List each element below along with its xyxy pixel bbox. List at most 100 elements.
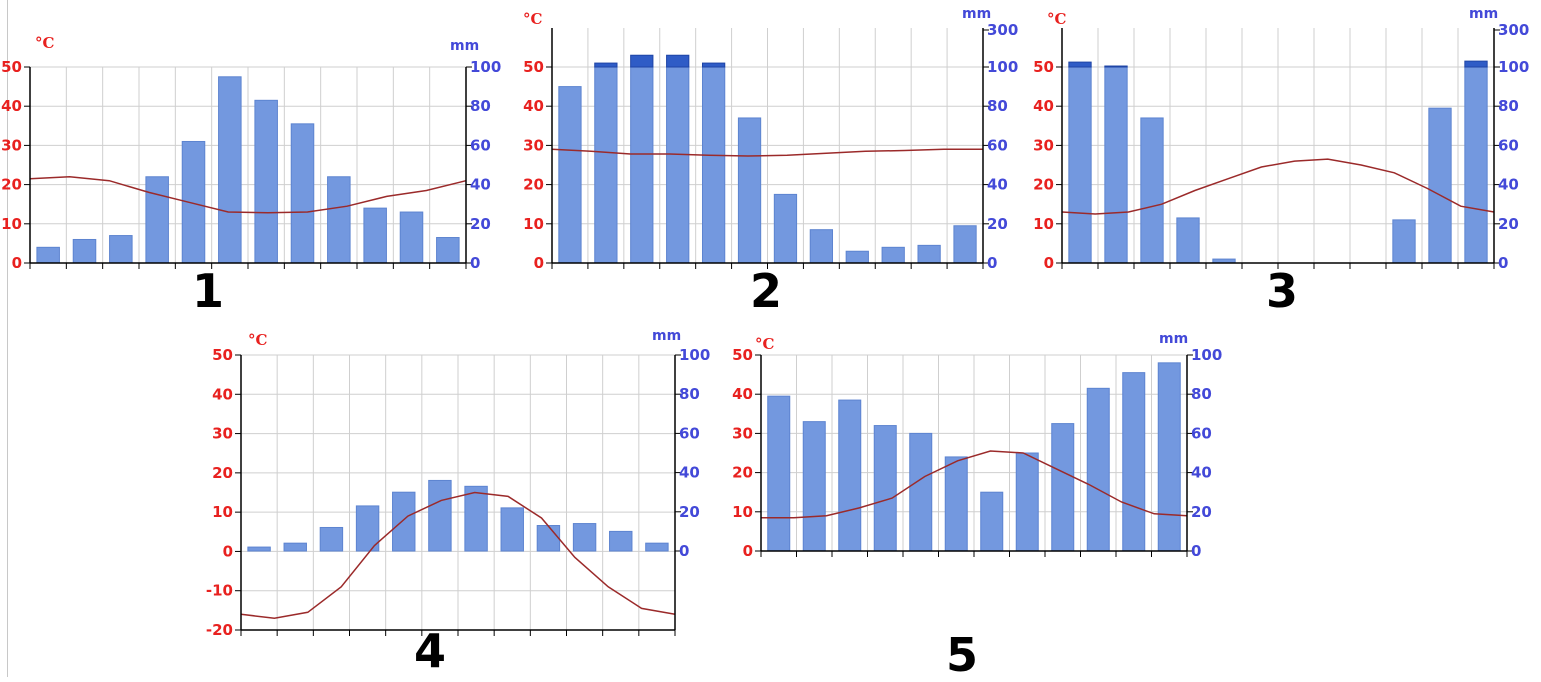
precip-bar-excess [1068, 61, 1092, 68]
precip-tick-label: 100 [679, 346, 710, 364]
temp-tick-label: 20 [732, 464, 753, 482]
precip-bar-excess [701, 62, 726, 68]
temp-tick-label: -10 [206, 582, 233, 600]
temperature-line [761, 450, 1188, 519]
precip-bar-excess [594, 62, 618, 68]
temp-tick-label: 10 [523, 215, 544, 233]
temp-tick-label: 50 [1033, 58, 1054, 76]
precip-tick-label: 20 [1498, 215, 1519, 233]
precip-tick-label: 60 [470, 136, 491, 154]
chart-label-2: 2 [750, 264, 783, 318]
precip-tick-label: 100 [1498, 58, 1529, 76]
precip-tick-label: 60 [1498, 136, 1519, 154]
precip-tick-label: 80 [987, 97, 1008, 115]
precip-tick-label: 20 [987, 215, 1008, 233]
precip-bar [1157, 362, 1181, 552]
precip-bar [838, 399, 862, 552]
precip-tick-label: 40 [679, 464, 700, 482]
precip-tick-label: 40 [470, 176, 491, 194]
climate-chart-2: 0 10 20 30 40 50 0 20 40 60 80 100 300 °C mm [523, 6, 1018, 272]
precip-tick-label: 20 [1191, 503, 1212, 521]
temp-tick-label: 50 [212, 346, 233, 364]
precip-bar [980, 491, 1004, 552]
precip-bar-excess [1464, 60, 1488, 68]
temp-tick-label: 0 [534, 254, 544, 272]
temp-tick-label: 10 [212, 503, 233, 521]
precip-unit-label: mm [652, 328, 681, 344]
precip-bar [464, 485, 488, 552]
temp-tick-label: 50 [732, 346, 753, 364]
precip-bar [1086, 387, 1110, 552]
temp-tick-label: 20 [1, 176, 22, 194]
climate-chart-1: 0 10 20 30 40 50 0 20 40 60 80 100 °C mm [1, 34, 501, 272]
precip-bar [609, 530, 633, 552]
precip-bar [909, 432, 933, 552]
chart-label-1: 1 [192, 264, 225, 318]
precip-bar [873, 425, 897, 552]
temp-tick-label: 20 [1033, 176, 1054, 194]
temp-tick-label: 30 [1, 136, 22, 154]
precip-tick-label: 80 [679, 385, 700, 403]
precip-tick-label: 80 [1191, 385, 1212, 403]
temp-tick-label: 30 [523, 136, 544, 154]
precip-bar [500, 507, 524, 552]
temperature-line [29, 176, 467, 214]
precip-tick-label: 80 [470, 97, 491, 115]
precip-tick-label: 60 [987, 136, 1008, 154]
temp-tick-label: 20 [523, 176, 544, 194]
precip-bar-excess [1104, 65, 1128, 68]
precip-tick-label: 100 [470, 58, 501, 76]
gridlines [1061, 28, 1495, 264]
temp-tick-label: 10 [732, 503, 753, 521]
temp-tick-label: 40 [212, 385, 233, 403]
temp-tick-label: 50 [523, 58, 544, 76]
precip-bar [767, 395, 791, 552]
precip-bar [392, 491, 416, 552]
precip-bar [247, 546, 271, 552]
precip-bar [645, 542, 669, 552]
precip-bar [572, 523, 597, 552]
page-left-border [7, 0, 8, 677]
temp-tick-label: 40 [732, 385, 753, 403]
temp-tick-label: 10 [1, 215, 22, 233]
precip-bar [1015, 452, 1039, 552]
temp-tick-label: 0 [12, 254, 22, 272]
temp-unit-label: °C [1047, 10, 1067, 28]
temp-tick-label: -20 [206, 621, 233, 639]
temp-tick-label: 40 [523, 97, 544, 115]
temp-tick-label: 40 [1033, 97, 1054, 115]
precip-bar [1122, 372, 1146, 552]
temp-tick-label: 0 [743, 542, 753, 560]
precip-bar [802, 421, 826, 552]
temp-unit-label: °C [523, 10, 543, 28]
precip-bar-excess [666, 54, 690, 68]
precip-tick-label: 60 [679, 424, 700, 442]
temp-tick-label: 0 [223, 542, 233, 560]
precip-tick-label: 0 [679, 542, 689, 560]
climate-chart-3: 0 10 20 30 40 50 0 20 40 60 80 100 300 °C mm [1033, 6, 1529, 272]
precip-tick-label: 40 [1498, 176, 1519, 194]
precip-tick-label: 0 [1498, 254, 1508, 272]
precip-unit-label: mm [450, 38, 479, 54]
temp-unit-label: °C [35, 34, 55, 52]
temperature-line [240, 491, 676, 619]
precip-tick-label: 20 [679, 503, 700, 521]
temp-tick-label: 50 [1, 58, 22, 76]
temp-tick-label: 30 [212, 425, 233, 443]
temp-unit-label: °C [248, 331, 268, 349]
precip-tick-label: 100 [1191, 346, 1222, 364]
temp-tick-label: 30 [732, 424, 753, 442]
precip-tick-label: 0 [1191, 542, 1201, 560]
precip-unit-label: mm [1159, 331, 1188, 347]
temp-tick-label: 10 [1033, 215, 1054, 233]
precip-bar [319, 526, 344, 552]
chart-label-5: 5 [946, 628, 979, 682]
precip-unit-label: mm [962, 6, 991, 22]
chart-label-4: 4 [414, 624, 447, 678]
temp-tick-label: 20 [212, 464, 233, 482]
precip-bar [355, 505, 380, 552]
precip-tick-label: 300 [987, 21, 1018, 39]
temperature-line [1061, 158, 1495, 215]
